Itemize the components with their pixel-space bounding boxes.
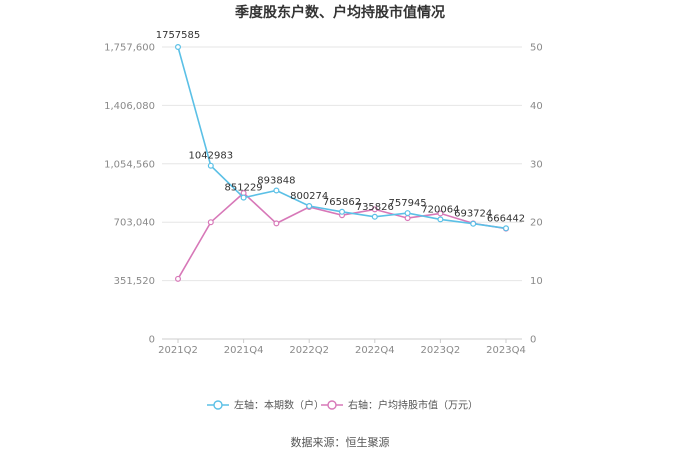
data-point[interactable]	[306, 203, 313, 210]
data-point[interactable]	[339, 208, 346, 215]
data-label: 735826	[356, 202, 394, 213]
data-label: 757945	[389, 198, 427, 209]
data-point[interactable]	[273, 187, 280, 194]
y-right-tick-label: 20	[530, 218, 543, 229]
legend[interactable]: 左轴：本期数（户） 右轴：户均持股市值（万元）	[207, 399, 478, 412]
x-tick-label: 2022Q2	[289, 345, 329, 356]
data-point[interactable]	[207, 162, 214, 169]
data-label: 765862	[323, 197, 361, 208]
series-holders	[175, 44, 510, 232]
legend-label: 左轴：本期数（户）	[234, 399, 324, 412]
y-right-tick-label: 30	[530, 159, 543, 170]
y-left-tick-label: 703,040	[114, 218, 155, 229]
data-point[interactable]	[404, 210, 411, 217]
x-tick-label: 2021Q4	[224, 345, 264, 356]
chart-title: 季度股东户数、户均持股市值情况	[234, 4, 445, 21]
y-left-tick-label: 1,054,560	[104, 159, 155, 170]
data-point[interactable]	[207, 219, 214, 226]
data-point[interactable]	[437, 210, 444, 217]
data-point[interactable]	[371, 206, 378, 213]
data-point[interactable]	[371, 213, 378, 220]
legend-marker-icon	[213, 400, 223, 410]
x-tick-label: 2023Q4	[486, 345, 526, 356]
legend-label: 右轴：户均持股市值（万元）	[348, 399, 478, 412]
y-left-tick-label: 1,406,080	[104, 101, 155, 112]
legend-item[interactable]: 左轴：本期数（户）	[207, 399, 324, 412]
y-right-tick-label: 10	[530, 276, 543, 287]
legend-marker-icon	[327, 400, 337, 410]
data-label: 720064	[421, 204, 459, 215]
data-point[interactable]	[175, 44, 182, 51]
data-label: 851229	[225, 183, 263, 194]
data-source: 数据来源：恒生聚源	[291, 435, 390, 449]
series-layer	[175, 44, 510, 282]
y-left-tick-label: 351,520	[114, 276, 155, 287]
data-point[interactable]	[175, 275, 182, 282]
grid-lines	[162, 46, 522, 282]
data-point[interactable]	[404, 215, 411, 222]
data-label: 1042983	[189, 151, 234, 162]
y-right-tick-label: 40	[530, 101, 543, 112]
data-point[interactable]	[503, 225, 510, 232]
data-point[interactable]	[437, 216, 444, 223]
y-left-tick-label: 1,757,600	[104, 43, 155, 54]
data-label: 1757585	[156, 30, 201, 41]
data-label: 693724	[454, 209, 492, 220]
data-point[interactable]	[470, 220, 477, 227]
legend-item[interactable]: 右轴：户均持股市值（万元）	[321, 399, 478, 412]
x-tick-label: 2021Q2	[158, 345, 198, 356]
data-label: 666442	[487, 213, 525, 224]
axes: 0 351,520 703,040 1,054,560 1,406,080 1,757,6…	[104, 43, 543, 357]
data-label: 893848	[257, 175, 295, 186]
y-left-tick-label: 0	[149, 335, 155, 346]
data-point[interactable]	[240, 194, 247, 201]
x-tick-label: 2023Q2	[421, 345, 461, 356]
y-right-tick-label: 0	[530, 335, 536, 346]
x-tick-label: 2022Q4	[355, 345, 395, 356]
data-point[interactable]	[273, 220, 280, 227]
y-right-tick-label: 50	[530, 43, 543, 54]
data-label: 800274	[290, 191, 328, 202]
